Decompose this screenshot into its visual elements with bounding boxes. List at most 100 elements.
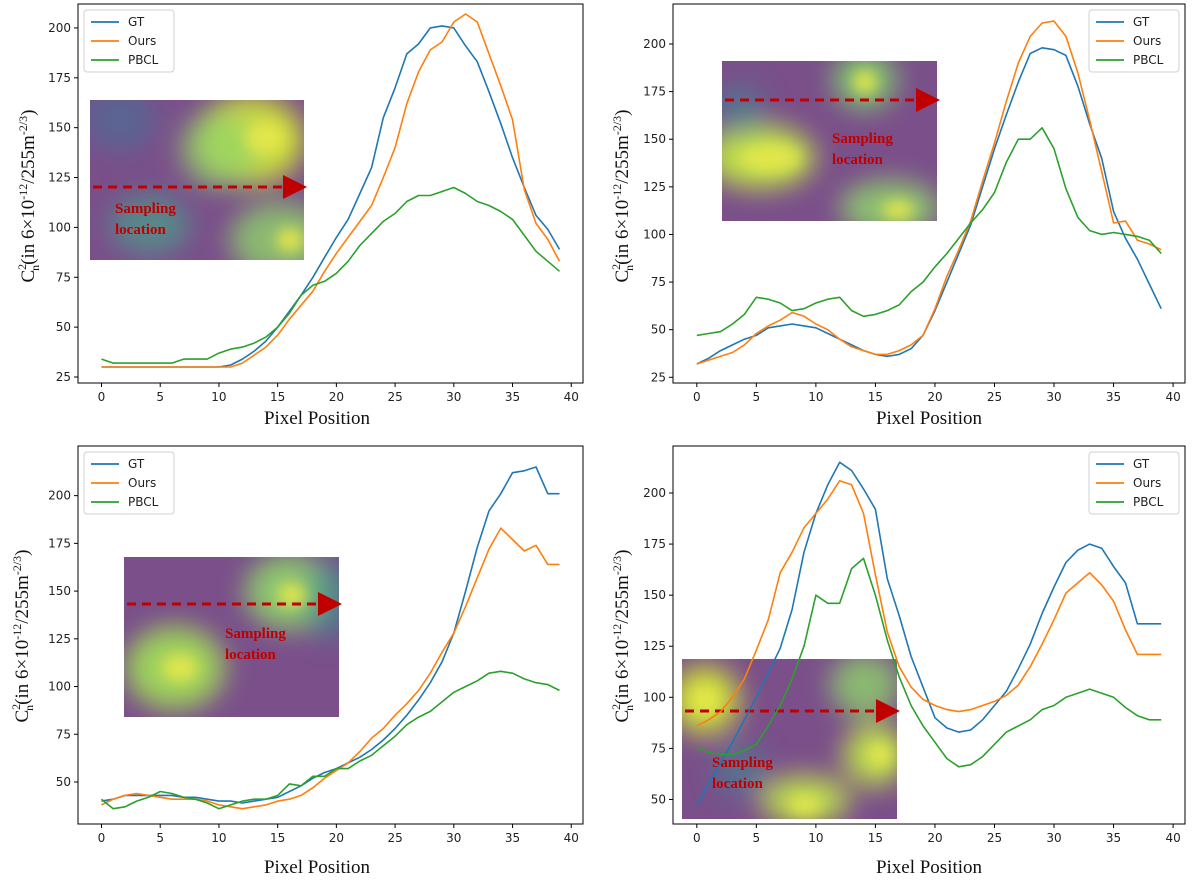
series-line-pbcl: [696, 127, 1162, 337]
x-tick-label: 30: [1046, 390, 1061, 404]
y-tick-label: 50: [651, 323, 666, 337]
legend-label-pbcl: PBCL: [1133, 495, 1164, 509]
legend-label-ours: Ours: [1133, 476, 1161, 490]
legend-label-ours: Ours: [128, 476, 156, 490]
x-tick-label: 20: [329, 831, 344, 845]
x-axis-label: Pixel Position: [264, 857, 371, 878]
inset-hotspot: [868, 743, 892, 767]
y-tick-label: 50: [56, 320, 71, 334]
x-tick-label: 30: [446, 390, 461, 404]
plot-frame: [672, 445, 1186, 825]
y-axis-label: C2n(in 6×10-12/255m-2/3): [609, 110, 636, 283]
y-tick-label: 25: [56, 370, 71, 384]
y-axis-label: C2n(in 6×10-12/255m-2/3): [9, 550, 36, 723]
y-tick-label: 175: [643, 85, 666, 99]
y-tick-label: 200: [643, 486, 666, 500]
y-tick-label: 100: [48, 680, 71, 694]
inset-label-sampling: Sampling: [832, 131, 893, 147]
chart-panel-1: Sampling location 0 5 10 15 20 25 30 35 40 25 50 75 10…: [15, 3, 584, 429]
plot-frame: [77, 445, 584, 825]
series-line-pbcl: [696, 557, 1162, 768]
inset-hotspots: [162, 583, 306, 682]
y-axis-label-part: ): [612, 550, 633, 556]
x-tick-label: 40: [1165, 390, 1180, 404]
y-axis-label-part: -12: [10, 624, 24, 640]
legend-label-ours: Ours: [128, 34, 156, 48]
legend-box: [1088, 451, 1180, 515]
y-axis-label-part: /255m: [612, 575, 633, 624]
sampling-inset: Sampling location: [682, 659, 900, 819]
y-tick-label: 200: [48, 489, 71, 503]
x-tick-label: 10: [808, 831, 823, 845]
inset-label-location: location: [115, 222, 166, 238]
x-tick-label: 0: [693, 831, 701, 845]
y-axis-label: C2n(in 6×10-12/255m-2/3): [609, 550, 636, 723]
x-tick-label: 15: [270, 831, 285, 845]
y-axis-label-part: ): [18, 110, 39, 116]
y-axis-label-part: C: [612, 270, 633, 283]
inset-blob: [722, 85, 765, 135]
series-line-pbcl: [101, 186, 561, 364]
legend-label-pbcl: PBCL: [1133, 53, 1164, 67]
chart-panel-4: Sampling location 0 5 10 15 20 25 30 35 40 50 75 100 1…: [609, 445, 1186, 878]
sampling-inset: Sampling location: [90, 100, 307, 260]
y-axis-label-part: (in 6×10: [612, 640, 633, 705]
y-tick-label: 150: [643, 132, 666, 146]
legend-label-ours: Ours: [1133, 34, 1161, 48]
inset-label-sampling: Sampling: [225, 626, 286, 642]
x-tick-label: 5: [156, 390, 164, 404]
y-axis-label-part: -12: [16, 184, 30, 200]
series-line-pbcl: [100, 670, 560, 810]
x-tick-label: 40: [564, 390, 579, 404]
y-tick-label: 50: [56, 775, 71, 789]
y-tick-label: 50: [651, 792, 666, 806]
inset-blob: [110, 195, 190, 255]
x-tick-label: 10: [211, 831, 226, 845]
legend-label-gt: GT: [1133, 457, 1150, 471]
inset-label-location: location: [832, 152, 883, 168]
x-tick-label: 40: [1165, 831, 1180, 845]
y-axis-label-part: n: [22, 705, 36, 711]
y-axis-label-part: n: [622, 705, 636, 711]
y-tick-label: 175: [643, 537, 666, 551]
y-axis-label-part: -2/3: [610, 556, 624, 575]
legend: GT Ours PBCL: [1088, 9, 1180, 73]
y-axis-label-part: (in 6×10: [18, 200, 39, 265]
y-axis-label-part: /255m: [18, 135, 39, 184]
y-axis-label-part: -12: [610, 184, 624, 200]
x-tick-label: 25: [987, 390, 1002, 404]
x-tick-label: 5: [753, 390, 761, 404]
inset-hotspot: [245, 122, 285, 154]
y-tick-label: 100: [643, 227, 666, 241]
inset-hotspot: [162, 654, 198, 682]
y-axis-label-part: C: [12, 710, 33, 723]
y-tick-label: 75: [56, 270, 71, 284]
series-line-ours: [101, 527, 560, 810]
x-tick-label: 15: [270, 390, 285, 404]
inset-label-location: location: [712, 776, 763, 792]
y-axis-label-part: (in 6×10: [12, 640, 33, 705]
x-tick-label: 10: [808, 390, 823, 404]
y-axis-label-part: ): [612, 110, 633, 116]
inset-label-sampling: Sampling: [115, 201, 176, 217]
inset-blob: [830, 659, 897, 717]
sampling-inset: Sampling location: [124, 557, 342, 717]
chart-panel-2: Sampling location 0 5 10 15 20 25 30 35 40 25 50 75 10…: [609, 3, 1186, 429]
y-axis-label-part: /255m: [612, 135, 633, 184]
x-tick-label: 10: [211, 390, 226, 404]
x-tick-label: 15: [868, 390, 883, 404]
legend-box: [83, 9, 175, 73]
chart-panel-3: Sampling location 0 5 10 15 20 25 30 35 40 50 75 100 1…: [9, 445, 584, 878]
inset-blob: [180, 112, 260, 188]
x-tick-label: 35: [505, 390, 520, 404]
inset-hotspot: [691, 686, 719, 714]
y-tick-label: 200: [643, 37, 666, 51]
inset-hotspots: [740, 70, 914, 220]
x-tick-label: 30: [446, 831, 461, 845]
y-tick-label: 100: [48, 220, 71, 234]
y-axis-label: C2n(in 6×10-12/255m-2/3): [15, 110, 42, 283]
y-tick-label: 150: [48, 584, 71, 598]
plot-frame: [672, 3, 1186, 384]
y-tick-label: 200: [48, 21, 71, 35]
